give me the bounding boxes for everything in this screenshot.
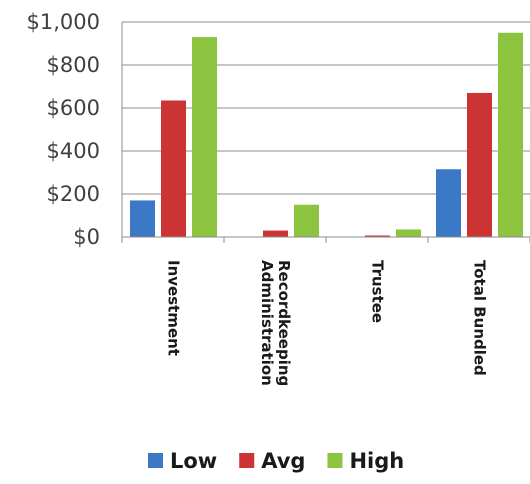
legend: Low Avg High	[148, 449, 404, 473]
bar-avg	[365, 235, 390, 237]
legend-label-avg: Avg	[261, 449, 305, 473]
y-tick-label: $800	[47, 53, 100, 77]
legend-swatch-high	[327, 453, 343, 468]
y-tick-label: $400	[47, 139, 100, 163]
category-label: Total Bundled	[471, 260, 489, 376]
y-tick-label: $200	[47, 182, 100, 206]
category-label: Investment	[165, 260, 183, 356]
legend-swatch-avg	[239, 453, 255, 468]
bar-high	[396, 229, 421, 237]
x-axis	[121, 236, 530, 243]
y-tick-label: $1,000	[27, 10, 100, 34]
bar-avg	[263, 230, 288, 237]
legend-swatch-low	[148, 453, 163, 468]
bar-avg	[161, 100, 186, 237]
legend-label-low: Low	[170, 449, 217, 473]
bar-low	[436, 169, 461, 237]
bar-avg	[467, 92, 492, 237]
bar-high	[294, 204, 319, 237]
bar-high	[192, 37, 217, 237]
category-label: Trustee	[369, 260, 387, 323]
y-tick-label: $600	[47, 96, 100, 120]
category-label: Recordkeeping	[275, 260, 293, 386]
legend-label-high: High	[349, 449, 404, 473]
gridlines	[121, 21, 530, 237]
bars	[130, 32, 523, 237]
bar-low	[130, 200, 155, 237]
category-label: Administration	[258, 260, 276, 386]
y-axis-ticks: $0 $200 $400 $600 $800 $1,000	[27, 10, 100, 249]
y-tick-label: $0	[73, 225, 100, 249]
bar-high	[498, 32, 523, 237]
